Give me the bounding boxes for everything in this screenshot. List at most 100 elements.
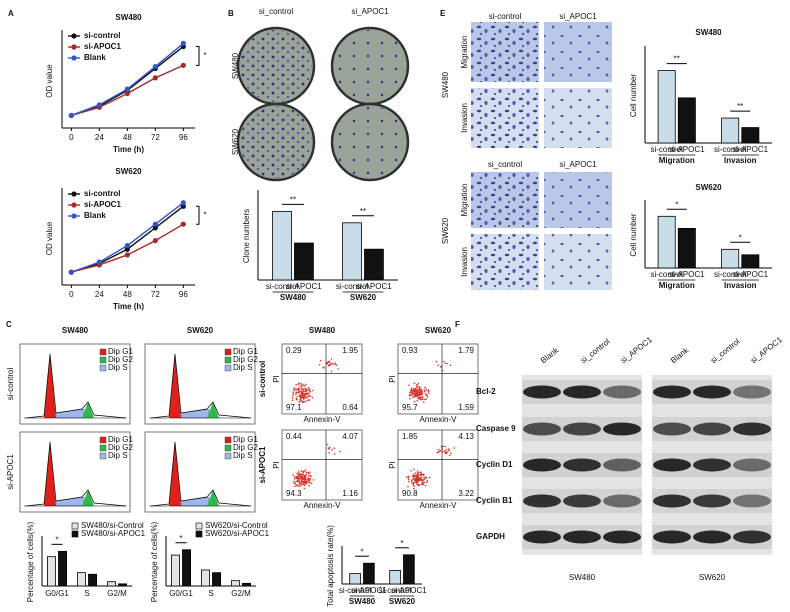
event: [304, 392, 306, 395]
panel-label: B: [228, 9, 234, 18]
point: [96, 259, 102, 265]
event: [413, 477, 416, 480]
event: [304, 479, 307, 482]
event: [410, 387, 413, 389]
event: [407, 480, 410, 483]
protein-label: Caspase 9: [476, 424, 516, 433]
category-label: S: [208, 589, 213, 598]
quadrant-value: 1.59: [458, 403, 474, 412]
band: [563, 385, 601, 399]
event: [413, 393, 416, 396]
protein-label: Cyclin B1: [476, 496, 513, 505]
chart-title: SW480: [115, 13, 142, 22]
event: [304, 469, 307, 471]
category-label: Migration: [659, 156, 695, 165]
significance-bracket: [196, 46, 200, 66]
event: [318, 363, 321, 366]
bar: [88, 573, 98, 587]
event: [293, 476, 296, 478]
lane-label: si_APOC1: [749, 335, 784, 365]
event: [307, 477, 309, 480]
significance: *: [179, 534, 182, 543]
histogram-outline: [25, 441, 127, 507]
row-label: si-APOC1: [6, 454, 15, 490]
event: [301, 478, 304, 480]
event: [339, 450, 341, 453]
row-label: SW620: [231, 128, 240, 155]
event: [307, 472, 310, 475]
event: [305, 483, 307, 485]
event: [413, 475, 416, 478]
event: [414, 481, 417, 483]
event: [416, 386, 419, 388]
y-axis-label: Percentage of cells(%): [150, 521, 159, 602]
g2-peak: [207, 490, 219, 506]
quadrant-value: 94.3: [286, 489, 302, 498]
event: [416, 388, 418, 391]
colonies: [334, 106, 406, 178]
event: [298, 485, 300, 488]
band: [563, 422, 601, 436]
axis-label: Annexin-V: [304, 501, 342, 510]
event: [303, 470, 305, 473]
event: [424, 393, 427, 395]
event: [328, 448, 331, 450]
point: [124, 252, 130, 258]
event: [413, 400, 416, 403]
event: [295, 391, 298, 394]
significance: *: [55, 535, 58, 544]
protein-label: GAPDH: [476, 532, 505, 541]
x-tick-label: 72: [151, 290, 160, 299]
event: [414, 472, 417, 474]
event: [407, 476, 410, 479]
quadrant-value: 0.29: [286, 346, 302, 355]
event: [416, 480, 418, 482]
event: [295, 480, 297, 483]
legend-swatch: [99, 348, 107, 356]
bar: [363, 562, 375, 585]
legend-swatch: [224, 356, 232, 364]
event: [291, 397, 294, 399]
band: [603, 530, 641, 544]
cell-line-label: SW480: [569, 573, 596, 582]
event: [436, 451, 439, 454]
point: [180, 203, 186, 209]
x-tick-label: 48: [123, 290, 132, 299]
event: [300, 393, 302, 395]
event: [422, 483, 425, 486]
legend-swatch: [224, 444, 232, 452]
event: [426, 479, 429, 482]
event: [299, 398, 302, 400]
event: [306, 399, 309, 402]
significance: *: [360, 547, 363, 556]
legend-label: si-APOC1: [84, 42, 121, 51]
event: [417, 393, 419, 395]
g2-peak: [82, 490, 94, 506]
event: [417, 475, 419, 478]
event: [329, 361, 331, 364]
event: [305, 481, 308, 483]
bar: [403, 554, 415, 585]
event: [412, 477, 415, 479]
event: [417, 396, 420, 398]
event: [297, 470, 300, 472]
row-label: SW480: [231, 52, 240, 79]
event: [446, 451, 449, 453]
event: [295, 393, 297, 396]
x-tick-label: 0: [69, 290, 74, 299]
bar: [170, 554, 180, 587]
event: [305, 396, 308, 399]
event: [299, 396, 302, 399]
y-axis-label: Percentage of cells(%): [26, 521, 35, 602]
event: [420, 389, 422, 392]
category-label: SW480: [349, 597, 376, 606]
event: [421, 391, 424, 393]
event: [293, 480, 295, 483]
event: [303, 478, 306, 481]
event: [299, 484, 302, 487]
event: [299, 394, 302, 397]
event: [312, 479, 315, 481]
event: [305, 383, 307, 386]
event: [428, 476, 431, 479]
event: [328, 446, 331, 449]
